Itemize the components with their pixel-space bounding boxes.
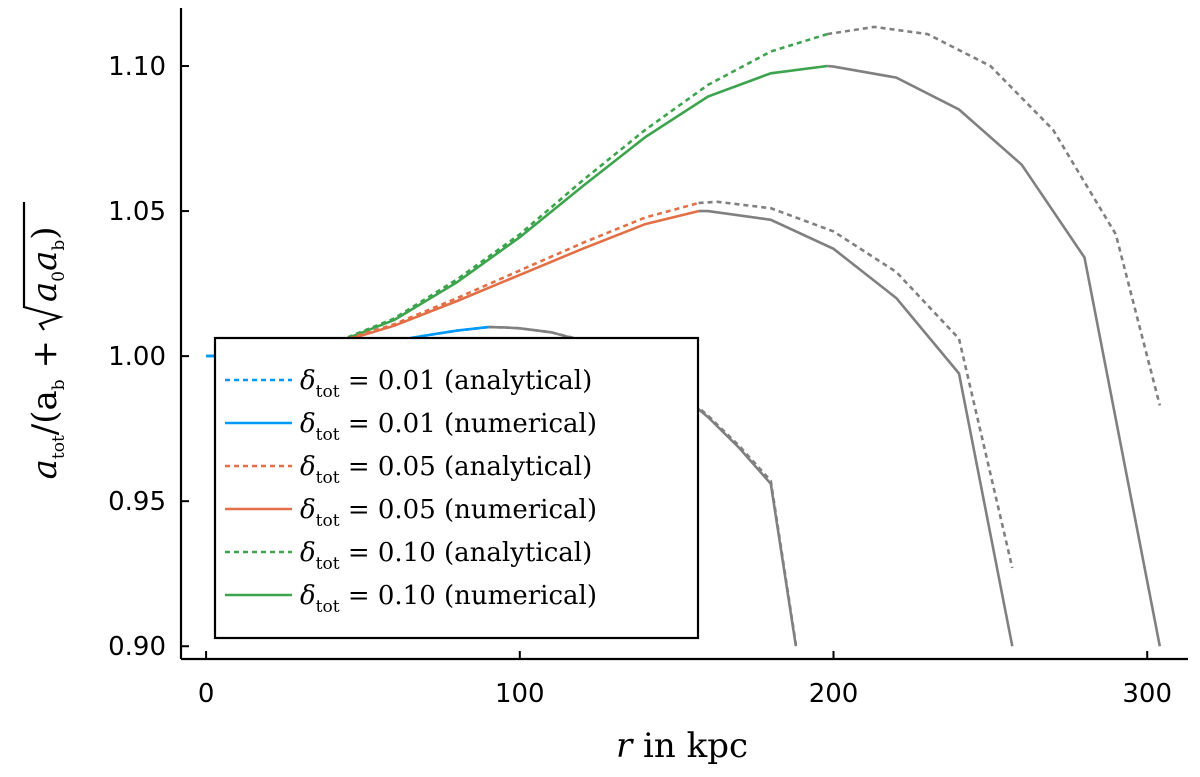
legend-entry-label: δtot = 0.01 (analytical)	[300, 366, 592, 402]
x-tick-label: 300	[1122, 679, 1172, 709]
y-label-a0: a	[25, 282, 65, 302]
legend-entry-label: δtot = 0.01 (numerical)	[300, 409, 597, 445]
y-tick-label: 0.95	[108, 487, 166, 517]
x-axis-label-text: in kpc	[632, 726, 748, 766]
ticks: 0 100 200 300 0.90 0.95 1.00 1.05 1.10	[108, 52, 1172, 709]
legend-entry-label: δtot = 0.05 (numerical)	[300, 495, 597, 531]
y-tick-label: 1.05	[108, 197, 166, 227]
axes	[179, 8, 1188, 661]
series-4-line	[206, 32, 828, 358]
x-tick-label: 200	[809, 679, 859, 709]
x-tick-label: 100	[495, 679, 545, 709]
y-label-b2: b	[49, 240, 69, 251]
legend-entry-label: δtot = 0.05 (analytical)	[300, 452, 592, 488]
y-tick-label: 1.00	[108, 342, 166, 372]
series-5-extrapolated-line	[827, 64, 1162, 647]
legend-entry-label: δtot = 0.10 (numerical)	[300, 581, 597, 617]
y-label-div: /(a	[25, 390, 65, 435]
svg-text:atot/(ab +: atot/(ab +	[25, 340, 69, 479]
series-2-extrapolated-line	[698, 200, 1014, 569]
series-5-line	[206, 64, 828, 358]
y-label-b: b	[49, 379, 69, 390]
y-axis-label: atot/(ab + a0ab)	[22, 202, 69, 479]
legend: δtot = 0.01 (analytical) δtot = 0.01 (num…	[213, 336, 700, 640]
x-axis-label: r in kpc	[616, 726, 748, 766]
y-label-plus: +	[25, 340, 65, 379]
y-label-ab: a	[25, 251, 65, 271]
legend-entry-label: δtot = 0.10 (analytical)	[300, 538, 592, 574]
svg-text:a0ab): a0ab)	[25, 226, 69, 302]
sqrt-sign-icon	[22, 202, 64, 331]
y-tick-label: 0.90	[108, 632, 166, 662]
y-label-tot: tot	[49, 435, 69, 459]
y-label-0: 0	[49, 271, 69, 282]
series-2-line	[206, 201, 699, 358]
y-label-close: )	[25, 226, 65, 239]
y-tick-label: 1.10	[108, 52, 166, 82]
legend-box	[213, 336, 700, 640]
x-axis-label-var: r	[616, 726, 634, 766]
y-label-a: a	[25, 459, 65, 479]
x-tick-label: 0	[198, 679, 215, 709]
series-3-extrapolated-line	[698, 209, 1014, 647]
series-4-extrapolated-line	[827, 25, 1162, 406]
legend-entries: δtot = 0.01 (analytical) δtot = 0.01 (num…	[225, 366, 597, 617]
